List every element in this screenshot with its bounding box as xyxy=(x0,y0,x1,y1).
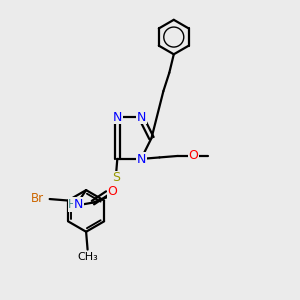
Text: N: N xyxy=(74,198,83,211)
Text: CH₃: CH₃ xyxy=(77,252,98,262)
Text: S: S xyxy=(112,171,120,184)
Text: N: N xyxy=(137,110,146,124)
Text: Br: Br xyxy=(31,192,44,205)
Text: O: O xyxy=(108,185,118,198)
Text: H: H xyxy=(68,198,77,211)
Text: N: N xyxy=(112,110,122,124)
Text: N: N xyxy=(137,153,146,166)
Text: O: O xyxy=(188,149,198,162)
